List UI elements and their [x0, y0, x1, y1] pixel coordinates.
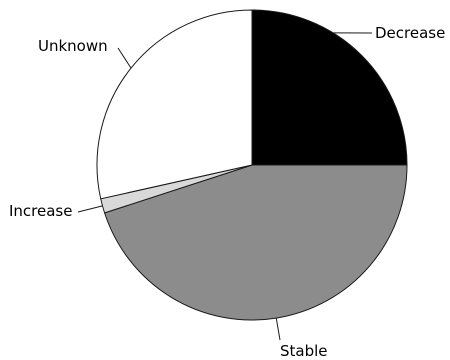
leader-line-increase	[77, 205, 103, 213]
pie-slice-unknown	[96, 9, 253, 200]
pie-slices	[96, 9, 408, 321]
slice-label-increase: Increase	[9, 202, 72, 220]
leader-line-stable	[275, 318, 281, 341]
pie-slice-stable	[103, 164, 408, 321]
leader-line-unknown	[117, 47, 132, 69]
slice-label-unknown: Unknown	[38, 37, 108, 55]
slice-label-stable: Stable	[280, 342, 328, 360]
slice-labels: Decrease Stable Increase Unknown	[9, 24, 445, 360]
label-leader-lines	[77, 32, 373, 341]
pie-slice-decrease	[251, 9, 408, 166]
slice-label-decrease: Decrease	[375, 24, 445, 42]
